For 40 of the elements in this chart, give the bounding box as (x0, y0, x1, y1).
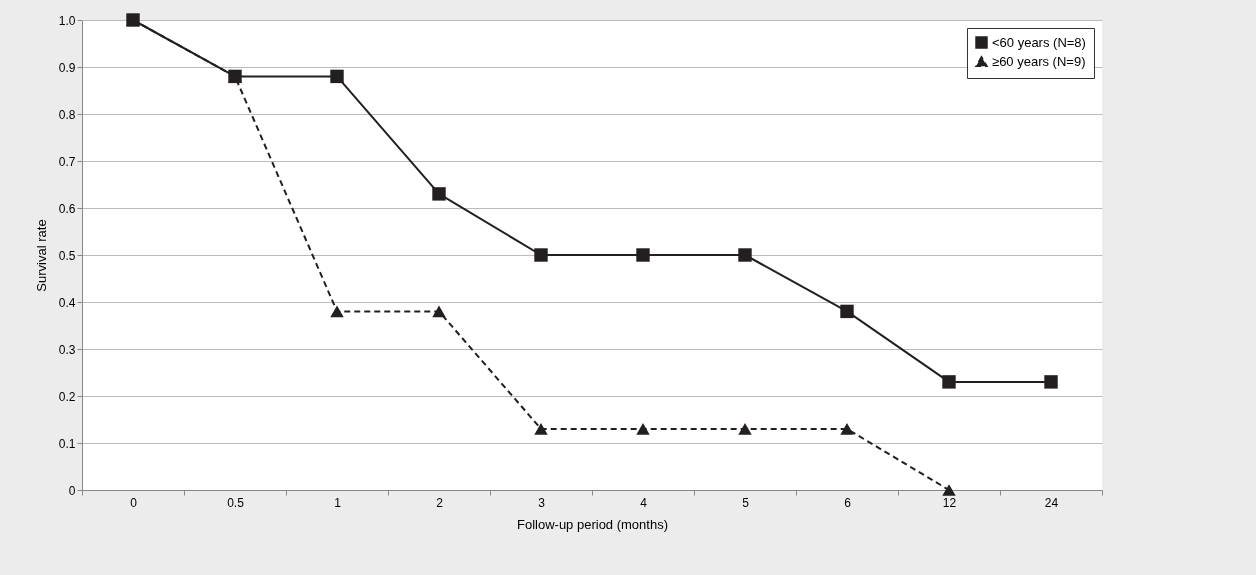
point (942, 375, 956, 389)
legend-label: <60 years (N=8) (992, 34, 1086, 50)
y-tick-label: 0.4 (58, 295, 76, 310)
point (432, 305, 446, 318)
y-tick-label: 0.5 (58, 248, 76, 263)
x-tick-label: 0.5 (227, 495, 245, 510)
point (534, 423, 548, 435)
point (840, 423, 854, 435)
point (636, 423, 650, 435)
y-tick-label: 0.9 (58, 60, 76, 75)
x-tick-label: 3 (538, 495, 546, 510)
point (942, 484, 956, 496)
point (738, 248, 752, 262)
x-tick-label: 0 (130, 495, 138, 510)
y-tick-label: 0.2 (58, 389, 76, 404)
y-axis-title: Survival rate (33, 219, 49, 292)
x-tick-label: 6 (844, 495, 852, 510)
x-tick-label: 12 (942, 495, 957, 510)
point (840, 304, 854, 319)
point (534, 248, 548, 262)
point (636, 248, 650, 262)
y-tick-label: 0.1 (58, 436, 76, 451)
point (738, 423, 752, 435)
y-tick-label: 0.3 (58, 342, 76, 357)
y-tick-label: 0 (68, 483, 76, 498)
point (330, 69, 344, 84)
y-tick-label: 1.0 (58, 13, 76, 28)
x-tick-label: 2 (436, 495, 444, 510)
point (432, 187, 446, 201)
x-tick-label: 4 (640, 495, 648, 510)
point (1044, 375, 1058, 389)
point (330, 305, 344, 318)
x-axis-title: Follow-up period (months) (516, 516, 669, 532)
x-tick-label: 24 (1044, 495, 1059, 510)
legend-label: ≥60 years (N=9) (992, 53, 1086, 69)
y-tick-label: 0.6 (58, 201, 76, 216)
y-tick-label: 0.8 (58, 107, 76, 122)
x-tick-label: 5 (742, 495, 750, 510)
y-tick-label: 0.7 (58, 154, 76, 169)
x-tick-label: 1 (334, 495, 342, 510)
